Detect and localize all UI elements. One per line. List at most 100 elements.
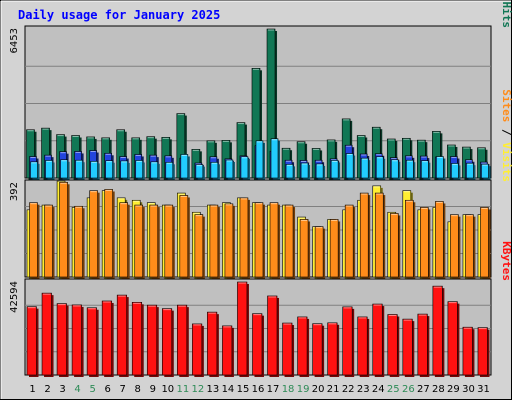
- day-group: [207, 204, 220, 279]
- x-tick-label: 28: [432, 384, 445, 395]
- bar-sites: [480, 207, 491, 279]
- bar-face: [477, 327, 488, 376]
- bar-face: [282, 322, 293, 376]
- x-tick-label: 22: [342, 384, 355, 395]
- bar-kbytes: [282, 322, 295, 377]
- day-group: [26, 306, 39, 377]
- bar-sites: [44, 204, 55, 279]
- bar-sites: [269, 202, 281, 279]
- day-group: [327, 219, 341, 279]
- x-tick-label: 23: [357, 384, 370, 395]
- bar-pages: [210, 161, 220, 180]
- day-group: [207, 311, 219, 377]
- bar-sites: [164, 204, 175, 279]
- bar-pages: [300, 162, 311, 180]
- bar-face: [390, 159, 399, 179]
- day-group: [311, 148, 326, 180]
- bar-kbytes: [357, 316, 370, 377]
- day-group: [447, 214, 461, 279]
- x-tick-label: 2: [44, 384, 50, 395]
- day-group: [237, 197, 250, 279]
- bar-sites: [465, 214, 476, 279]
- bar-face: [225, 159, 234, 179]
- x-tick-label: 9: [150, 384, 156, 395]
- bar-face: [135, 160, 144, 179]
- day-group: [281, 147, 296, 180]
- bar-kbytes: [116, 294, 129, 377]
- bar-face: [222, 325, 233, 376]
- bar-sites: [104, 189, 115, 279]
- day-group: [86, 190, 100, 279]
- bar-face: [120, 160, 128, 179]
- day-group: [327, 322, 340, 377]
- day-group: [71, 135, 85, 180]
- bar-face: [255, 140, 264, 179]
- x-axis-labels: 1 2 3 4 5 6 7 8 9 10 11 12 13 14 15 16 17 18 19 20 21 22 23 24 2…: [29, 384, 490, 395]
- day-group: [206, 140, 220, 180]
- bar-face: [432, 285, 443, 376]
- bar-face: [345, 153, 354, 179]
- day-group: [71, 205, 85, 279]
- x-tick-label: 4: [74, 384, 80, 395]
- bar-pages: [75, 159, 85, 180]
- bar-kbytes: [26, 306, 39, 377]
- bar-pages: [135, 160, 145, 180]
- day-group: [371, 126, 386, 180]
- bar-face: [314, 226, 324, 278]
- bar-kbytes: [56, 303, 69, 377]
- bar-face: [421, 160, 429, 179]
- bar-kbytes: [161, 308, 174, 377]
- bar-sites: [29, 202, 40, 279]
- bar-face: [29, 202, 38, 278]
- bar-kbytes: [387, 314, 400, 377]
- bar-face: [161, 308, 173, 376]
- legend-segment: KBytes: [500, 241, 512, 281]
- day-group: [462, 214, 476, 279]
- day-group: [417, 313, 430, 377]
- bar-face: [402, 318, 413, 376]
- day-group: [237, 281, 249, 377]
- day-group: [101, 137, 115, 180]
- x-tick-label: 7: [120, 384, 126, 395]
- bar-kbytes: [342, 306, 355, 377]
- bar-face: [360, 157, 369, 179]
- bar-face: [435, 201, 444, 278]
- bar-pages: [360, 157, 371, 180]
- bar-kbytes: [131, 301, 144, 377]
- day-group: [116, 129, 130, 180]
- day-group: [372, 303, 385, 377]
- bar-face: [344, 204, 354, 278]
- day-group: [297, 316, 310, 377]
- bar-kbytes: [177, 304, 189, 377]
- series-legend-label: Pages / Files / Hits: [500, 0, 512, 28]
- bar-face: [45, 160, 53, 179]
- bar-face: [374, 192, 384, 278]
- bar-sites: [179, 195, 190, 279]
- day-group: [297, 216, 311, 279]
- day-group: [312, 226, 326, 279]
- bar-kbytes: [402, 318, 415, 377]
- day-group: [192, 211, 205, 279]
- bar-pages: [481, 163, 491, 180]
- x-tick-label: 16: [252, 384, 265, 395]
- bar-kbytes: [417, 313, 430, 377]
- bar-kbytes: [222, 325, 234, 377]
- bar-pages: [240, 156, 250, 180]
- day-group: [146, 304, 159, 377]
- bar-face: [387, 314, 398, 376]
- legend-segment: /: [500, 0, 512, 2]
- day-group: [326, 139, 341, 180]
- series-legend-label: Sites / Visits: [500, 89, 512, 182]
- day-group: [131, 137, 145, 180]
- day-group: [26, 202, 40, 279]
- bar-face: [240, 156, 249, 179]
- day-group: [372, 185, 386, 279]
- bar-face: [447, 301, 458, 376]
- bar-sites: [374, 192, 386, 279]
- bar-pages: [105, 160, 115, 180]
- day-group: [177, 192, 190, 279]
- bar-face: [420, 207, 429, 278]
- bar-face: [284, 204, 294, 278]
- day-group: [41, 292, 54, 377]
- bar-pages: [451, 163, 461, 180]
